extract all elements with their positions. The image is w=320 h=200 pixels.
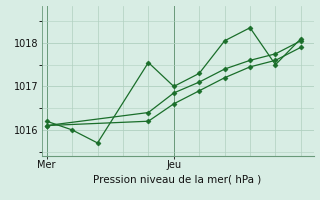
- X-axis label: Pression niveau de la mer( hPa ): Pression niveau de la mer( hPa ): [93, 174, 262, 184]
